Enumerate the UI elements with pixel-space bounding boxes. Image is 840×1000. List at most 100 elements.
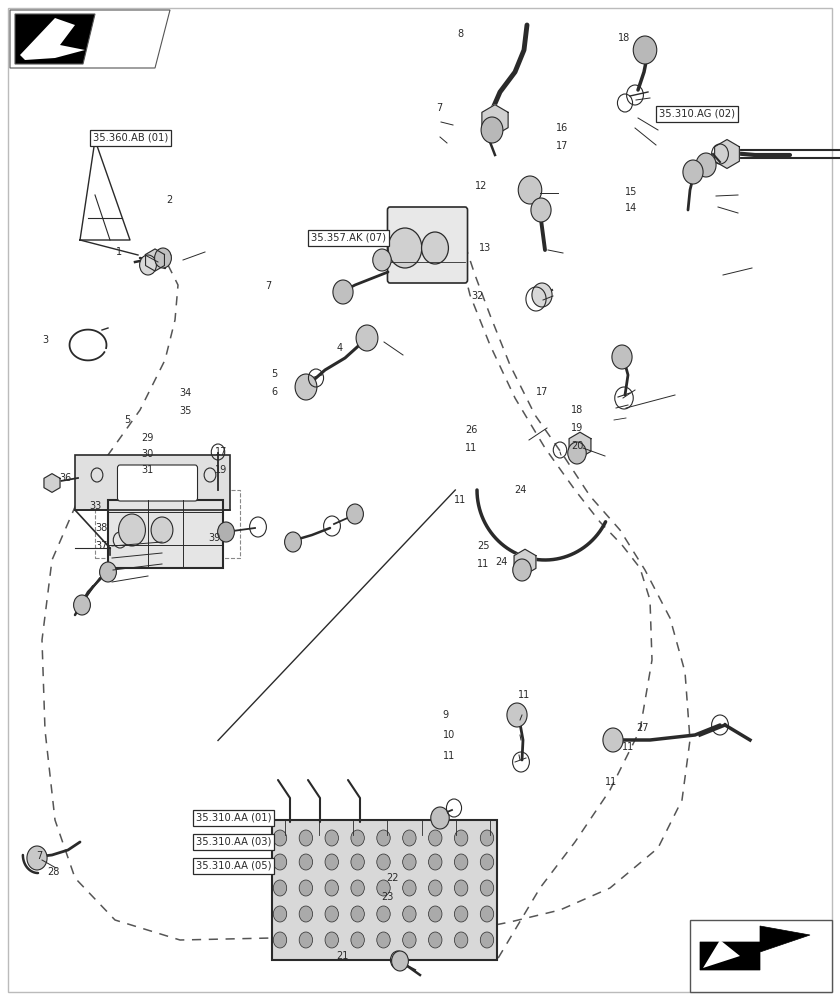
Text: 17: 17 bbox=[556, 141, 569, 151]
Text: 22: 22 bbox=[386, 873, 399, 883]
Circle shape bbox=[100, 562, 117, 582]
Text: 11: 11 bbox=[518, 690, 531, 700]
Circle shape bbox=[333, 280, 353, 304]
Circle shape bbox=[391, 951, 408, 971]
Text: 35.310.AA (05): 35.310.AA (05) bbox=[196, 861, 271, 871]
Circle shape bbox=[325, 880, 339, 896]
Text: 33: 33 bbox=[89, 501, 102, 511]
Text: 18: 18 bbox=[618, 33, 631, 43]
Circle shape bbox=[633, 36, 657, 64]
Text: 1: 1 bbox=[116, 247, 122, 257]
Circle shape bbox=[347, 504, 364, 524]
Text: 13: 13 bbox=[479, 243, 491, 253]
Circle shape bbox=[402, 906, 416, 922]
Circle shape bbox=[402, 830, 416, 846]
Text: 34: 34 bbox=[179, 388, 192, 398]
Text: 3: 3 bbox=[43, 335, 49, 345]
Circle shape bbox=[151, 517, 173, 543]
Circle shape bbox=[218, 522, 234, 542]
Polygon shape bbox=[715, 140, 739, 168]
Circle shape bbox=[139, 255, 156, 275]
Circle shape bbox=[454, 880, 468, 896]
Circle shape bbox=[377, 906, 391, 922]
Circle shape bbox=[454, 906, 468, 922]
Text: 11: 11 bbox=[454, 495, 466, 505]
Circle shape bbox=[531, 198, 551, 222]
Text: 23: 23 bbox=[381, 892, 394, 902]
Circle shape bbox=[480, 932, 494, 948]
Circle shape bbox=[273, 854, 286, 870]
Circle shape bbox=[273, 906, 286, 922]
FancyBboxPatch shape bbox=[108, 500, 223, 568]
Text: 5: 5 bbox=[124, 415, 130, 425]
Circle shape bbox=[325, 830, 339, 846]
Circle shape bbox=[402, 880, 416, 896]
Circle shape bbox=[696, 153, 716, 177]
Circle shape bbox=[27, 846, 47, 870]
Text: 14: 14 bbox=[625, 203, 638, 213]
Circle shape bbox=[431, 807, 449, 829]
Circle shape bbox=[351, 830, 365, 846]
Circle shape bbox=[518, 176, 542, 204]
Text: 32: 32 bbox=[471, 291, 484, 301]
Bar bbox=[690, 920, 832, 992]
Circle shape bbox=[428, 854, 442, 870]
Circle shape bbox=[325, 932, 339, 948]
FancyBboxPatch shape bbox=[272, 820, 497, 960]
Circle shape bbox=[299, 830, 312, 846]
Text: 11: 11 bbox=[622, 742, 634, 752]
Circle shape bbox=[377, 830, 391, 846]
Circle shape bbox=[480, 830, 494, 846]
Text: 35.360.AB (01): 35.360.AB (01) bbox=[92, 133, 168, 143]
Text: 2: 2 bbox=[166, 195, 172, 205]
Circle shape bbox=[377, 880, 391, 896]
Polygon shape bbox=[700, 926, 810, 970]
Circle shape bbox=[422, 232, 449, 264]
FancyBboxPatch shape bbox=[387, 207, 468, 283]
Text: 26: 26 bbox=[465, 425, 478, 435]
Circle shape bbox=[285, 532, 302, 552]
Circle shape bbox=[299, 854, 312, 870]
Text: 11: 11 bbox=[465, 443, 478, 453]
Text: 15: 15 bbox=[625, 187, 638, 197]
Circle shape bbox=[481, 117, 503, 143]
Circle shape bbox=[377, 854, 391, 870]
Polygon shape bbox=[569, 432, 591, 458]
Text: 17: 17 bbox=[536, 387, 549, 397]
Circle shape bbox=[351, 854, 365, 870]
Text: 35.357.AK (07): 35.357.AK (07) bbox=[311, 233, 386, 243]
Circle shape bbox=[428, 906, 442, 922]
Text: 24: 24 bbox=[514, 485, 527, 495]
Text: 10: 10 bbox=[443, 730, 455, 740]
Circle shape bbox=[356, 325, 378, 351]
Circle shape bbox=[351, 880, 365, 896]
Circle shape bbox=[512, 559, 531, 581]
Circle shape bbox=[299, 906, 312, 922]
Circle shape bbox=[454, 830, 468, 846]
Text: 11: 11 bbox=[443, 751, 455, 761]
Text: 35: 35 bbox=[179, 406, 192, 416]
Circle shape bbox=[118, 514, 145, 546]
Text: 12: 12 bbox=[475, 181, 487, 191]
Circle shape bbox=[155, 248, 171, 268]
Text: 5: 5 bbox=[271, 369, 277, 379]
Circle shape bbox=[325, 906, 339, 922]
Text: 35.310.AA (01): 35.310.AA (01) bbox=[196, 813, 271, 823]
Circle shape bbox=[532, 283, 552, 307]
FancyBboxPatch shape bbox=[118, 465, 197, 501]
Polygon shape bbox=[10, 10, 170, 68]
Circle shape bbox=[402, 932, 416, 948]
Text: 25: 25 bbox=[477, 541, 490, 551]
Circle shape bbox=[480, 880, 494, 896]
Circle shape bbox=[428, 932, 442, 948]
Text: 30: 30 bbox=[141, 449, 154, 459]
Circle shape bbox=[612, 345, 632, 369]
Polygon shape bbox=[514, 549, 536, 575]
Text: 28: 28 bbox=[47, 867, 60, 877]
Text: 31: 31 bbox=[141, 465, 154, 475]
Circle shape bbox=[351, 906, 365, 922]
Text: 21: 21 bbox=[336, 951, 349, 961]
Circle shape bbox=[351, 932, 365, 948]
Circle shape bbox=[603, 728, 623, 752]
Circle shape bbox=[388, 228, 422, 268]
